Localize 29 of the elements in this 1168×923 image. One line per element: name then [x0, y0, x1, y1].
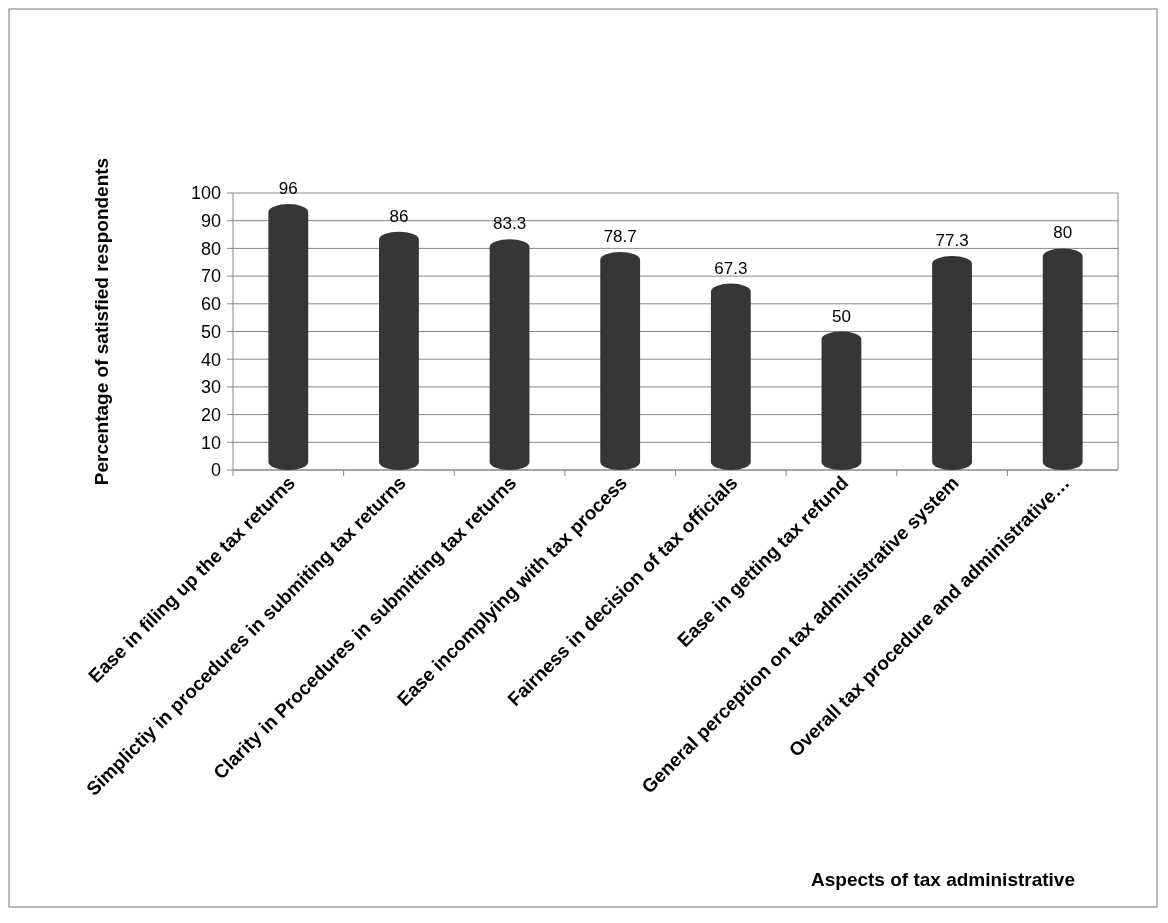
- y-tick-label: 90: [200, 211, 221, 231]
- y-tick-label: 60: [200, 294, 221, 315]
- data-label: 83.3: [493, 214, 527, 234]
- y-tick-label: 80: [200, 238, 221, 259]
- y-tick-label: 30: [200, 377, 221, 398]
- bar: [932, 255, 972, 470]
- bar: [710, 283, 751, 470]
- bar: [489, 239, 530, 470]
- y-tick-label: 10: [200, 432, 221, 453]
- bar: [600, 252, 641, 470]
- bar: [1042, 248, 1083, 470]
- y-tick-label: 70: [200, 266, 221, 287]
- y-tick-label: 40: [200, 349, 221, 370]
- data-label: 77.3: [935, 230, 969, 250]
- y-axis-title: Percentage of satisfied respondents: [91, 157, 112, 486]
- y-tick-label: 0: [210, 460, 221, 481]
- bar: [821, 331, 862, 470]
- bar: [268, 204, 309, 470]
- data-label: 78.7: [603, 227, 637, 246]
- data-label: 50: [831, 306, 851, 326]
- data-label: 80: [1053, 223, 1073, 243]
- data-label: 86: [389, 206, 409, 226]
- bar: [379, 231, 419, 470]
- y-tick-label: 100: [190, 183, 221, 204]
- data-label: 67.3: [714, 258, 748, 278]
- data-label: 96: [278, 179, 298, 199]
- text: Aspects of tax administrative: [811, 869, 1075, 890]
- y-tick-label: 50: [200, 321, 221, 342]
- y-tick-label: 20: [200, 404, 221, 425]
